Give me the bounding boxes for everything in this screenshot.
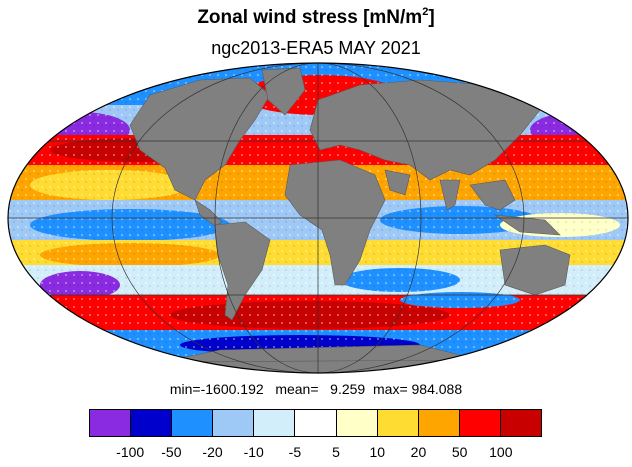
colorbar-swatch — [213, 410, 255, 436]
colorbar-tick-label: 50 — [451, 444, 468, 460]
colorbar-tick-label: 20 — [410, 444, 427, 460]
map-subtitle: ngc2013-ERA5 MAY 2021 — [211, 38, 421, 58]
colorbar-swatch — [377, 410, 419, 436]
colorbar-swatch — [295, 410, 337, 436]
colorbar-tick-label: 100 — [489, 444, 513, 460]
colorbar — [89, 409, 542, 437]
colorbar-swatch — [500, 410, 542, 436]
colorbar-swatch — [131, 410, 173, 436]
colorbar-swatch — [418, 410, 460, 436]
colorbar-tick-label: -10 — [243, 444, 264, 460]
colorbar-tick-label: -50 — [161, 444, 182, 460]
colorbar-tick-label: -100 — [116, 444, 145, 460]
map-outline — [7, 62, 629, 374]
colorbar-swatch — [90, 410, 132, 436]
colorbar-swatch — [172, 410, 214, 436]
colorbar-tick-label: 10 — [369, 444, 386, 460]
colorbar-swatch — [459, 410, 501, 436]
colorbar-tick-label: -20 — [202, 444, 223, 460]
stats-line: min=-1600.192 mean= 9.259 max= 984.088 — [169, 381, 463, 397]
colorbar-tick-label: -5 — [288, 444, 302, 460]
world-map — [7, 62, 629, 374]
colorbar-swatch — [336, 410, 378, 436]
graticule — [8, 63, 628, 373]
wind-stress-field — [8, 63, 628, 373]
colorbar-tick-label: 5 — [332, 444, 340, 460]
map-title: Zonal wind stress [mN/m2] — [197, 6, 435, 28]
colorbar-swatch — [254, 410, 296, 436]
